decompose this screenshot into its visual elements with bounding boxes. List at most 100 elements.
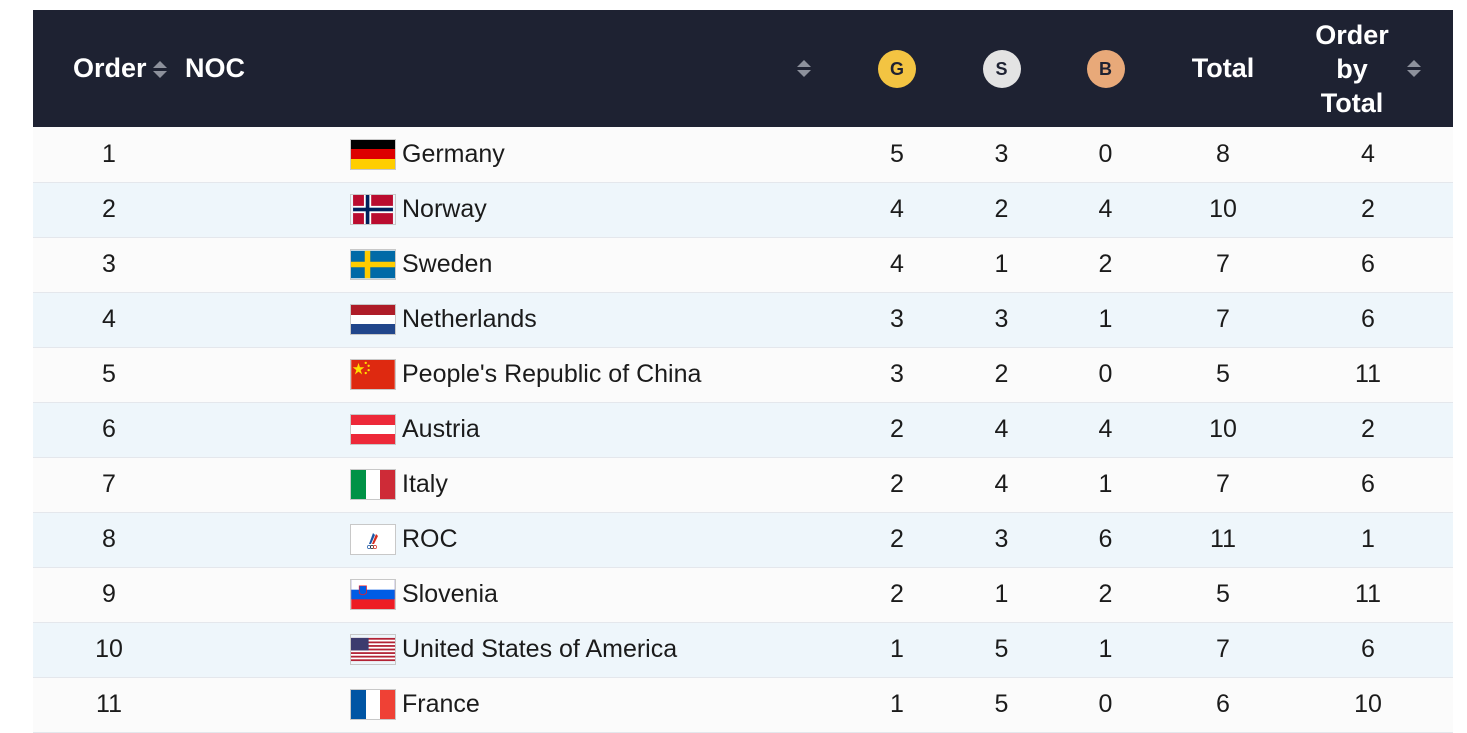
sort-icon[interactable]: [152, 60, 167, 80]
total-count-cell: 7: [1216, 250, 1230, 278]
noc-cell[interactable]: Italy: [185, 457, 839, 512]
total-count-cell: 6: [1216, 690, 1230, 718]
bronze-count-cell: 1: [1098, 470, 1113, 498]
order-cell: 10: [95, 635, 123, 663]
table-row[interactable]: 4 Netherlands 3 3 1 7 6: [33, 292, 1453, 347]
silver-medal-icon: S: [982, 49, 1021, 88]
bronze-column-header[interactable]: B: [1048, 10, 1163, 127]
gold-count-cell: 3: [890, 360, 904, 388]
noc-cell[interactable]: France: [185, 677, 839, 732]
flag-netherlands-icon: [185, 304, 402, 335]
order-by-total-label-line2: by: [1336, 53, 1368, 84]
flag-sweden-icon: [185, 249, 402, 280]
noc-column-header[interactable]: NOC: [185, 10, 839, 127]
gold-count-cell: 4: [890, 250, 904, 278]
table-row[interactable]: 10 United States of America 1 5 1 7 6: [33, 622, 1453, 677]
silver-count-cell: 3: [994, 525, 1009, 553]
noc-name[interactable]: People's Republic of China: [402, 360, 702, 388]
sort-icon[interactable]: [1406, 59, 1421, 79]
medal-table-container: Order NOC G S B Total: [33, 10, 1453, 733]
noc-name[interactable]: Netherlands: [402, 305, 537, 333]
order-cell: 8: [102, 525, 116, 553]
table-row[interactable]: 6 Austria 2 4 4 10 2: [33, 402, 1453, 457]
table-row[interactable]: 7 Italy 2 4 1 7 6: [33, 457, 1453, 512]
bronze-count-cell: 2: [1098, 250, 1113, 278]
flag-slovenia-icon: [185, 579, 402, 610]
order-by-total-cell: 6: [1361, 305, 1375, 333]
bronze-count-cell: 4: [1098, 415, 1113, 443]
silver-count-cell: 3: [994, 139, 1009, 168]
sort-icon[interactable]: [797, 59, 811, 79]
total-count-cell: 10: [1209, 415, 1237, 443]
table-row[interactable]: 1 Germany 5 3 0 8 4: [33, 127, 1453, 182]
gold-count-cell: 5: [890, 139, 904, 168]
order-cell: 4: [102, 305, 116, 333]
total-count-cell: 5: [1216, 580, 1230, 608]
table-row[interactable]: 8 ROC 2 3 6 11 1: [33, 512, 1453, 567]
total-count-cell: 10: [1209, 195, 1237, 223]
total-count-cell: 5: [1216, 360, 1230, 388]
bronze-count-cell: 2: [1098, 580, 1113, 608]
order-by-total-cell: 6: [1361, 250, 1375, 278]
gold-count-cell: 2: [890, 470, 904, 498]
table-row[interactable]: 9 Slovenia 2 1 2 5 11: [33, 567, 1453, 622]
silver-column-header[interactable]: S: [955, 10, 1048, 127]
silver-count-cell: 1: [994, 250, 1009, 278]
noc-cell[interactable]: Slovenia: [185, 567, 839, 622]
noc-cell[interactable]: ROC: [185, 512, 839, 567]
total-column-header[interactable]: Total: [1163, 10, 1283, 127]
bronze-count-cell: 0: [1098, 360, 1113, 388]
total-count-cell: 7: [1216, 635, 1230, 663]
table-row[interactable]: 11 France 1 5 0 6 10: [33, 677, 1453, 732]
gold-count-cell: 1: [890, 635, 904, 663]
noc-name[interactable]: Italy: [402, 470, 448, 498]
flag-germany-icon: [185, 138, 402, 170]
table-row[interactable]: 3 Sweden 4 1 2 7 6: [33, 237, 1453, 292]
gold-count-cell: 2: [890, 525, 904, 553]
flag-roc-icon: [185, 524, 402, 555]
bronze-count-cell: 6: [1098, 525, 1113, 553]
order-by-total-cell: 2: [1361, 195, 1375, 223]
table-row[interactable]: 2 Norway 4 2 4 10 2: [33, 182, 1453, 237]
noc-name[interactable]: Slovenia: [402, 580, 498, 608]
noc-name[interactable]: Sweden: [402, 250, 493, 278]
flag-austria-icon: [185, 414, 402, 445]
silver-count-cell: 3: [994, 305, 1009, 333]
gold-column-header[interactable]: G: [839, 10, 955, 127]
noc-name[interactable]: France: [402, 690, 480, 718]
gold-count-cell: 2: [890, 580, 904, 608]
noc-name[interactable]: ROC: [402, 525, 458, 553]
total-count-cell: 7: [1216, 470, 1230, 498]
silver-count-cell: 4: [994, 470, 1009, 498]
order-by-total-column-header[interactable]: Order by Total: [1283, 10, 1453, 127]
bronze-count-cell: 4: [1098, 195, 1113, 223]
gold-medal-icon: G: [878, 49, 916, 88]
noc-name[interactable]: Austria: [402, 415, 480, 443]
order-cell: 5: [102, 360, 116, 388]
order-by-total-cell: 11: [1355, 360, 1381, 388]
silver-count-cell: 2: [994, 195, 1009, 223]
noc-name[interactable]: Norway: [402, 195, 487, 223]
noc-cell[interactable]: People's Republic of China: [185, 347, 839, 402]
order-by-total-label-line1: Order: [1315, 19, 1389, 50]
noc-cell[interactable]: Norway: [185, 182, 839, 237]
noc-cell[interactable]: Germany: [185, 127, 839, 182]
noc-cell[interactable]: United States of America: [185, 622, 839, 677]
order-by-total-cell: 6: [1361, 635, 1375, 663]
flag-usa-icon: [185, 634, 402, 665]
order-by-total-cell: 11: [1355, 580, 1381, 608]
noc-cell[interactable]: Netherlands: [185, 292, 839, 347]
silver-count-cell: 1: [994, 580, 1009, 608]
order-cell: 2: [102, 195, 116, 223]
flag-france-icon: [185, 689, 402, 720]
table-row[interactable]: 5 People's Republic of China 3 2 0 5 11: [33, 347, 1453, 402]
order-column-header[interactable]: Order: [33, 10, 185, 127]
bronze-count-cell: 1: [1098, 635, 1113, 663]
noc-cell[interactable]: Sweden: [185, 237, 839, 292]
silver-count-cell: 4: [994, 415, 1009, 443]
bronze-count-cell: 0: [1098, 139, 1113, 168]
noc-name[interactable]: United States of America: [402, 635, 678, 663]
noc-name[interactable]: Germany: [402, 139, 505, 168]
order-cell: 1: [102, 139, 116, 168]
noc-cell[interactable]: Austria: [185, 402, 839, 457]
